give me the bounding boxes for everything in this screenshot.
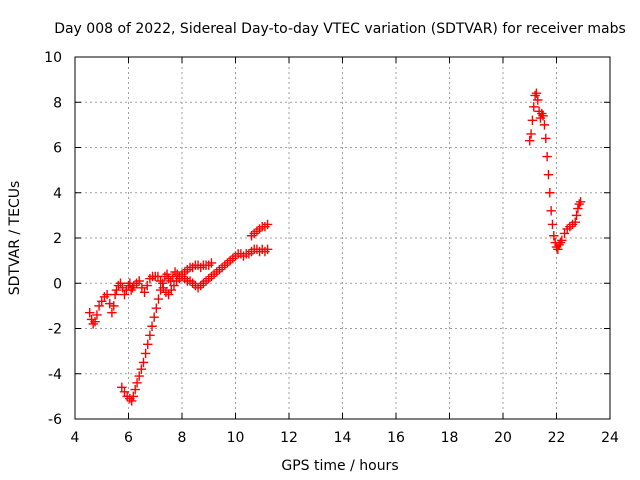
data-point [145, 330, 155, 340]
x-axis-label: GPS time / hours [281, 458, 398, 474]
x-tick-label: 8 [178, 430, 187, 446]
y-axis-label: SDTVAR / TECUs [7, 181, 23, 296]
data-point [138, 357, 149, 368]
data-point [570, 217, 580, 227]
series-segment-late-morning [246, 219, 273, 241]
x-tick-label: 14 [334, 430, 352, 446]
data-point [130, 384, 140, 395]
data-point [543, 169, 554, 180]
y-tick-label: 6 [53, 141, 62, 157]
data-point [573, 203, 583, 214]
data-point [571, 210, 582, 221]
y-tick-label: -6 [48, 412, 62, 428]
data-point [162, 269, 172, 279]
data-point [158, 278, 168, 288]
data-point [155, 285, 166, 295]
data-point [143, 339, 153, 350]
data-point [206, 258, 217, 268]
x-tick-label: 22 [548, 430, 566, 446]
data-point [531, 88, 542, 98]
data-point [149, 312, 159, 322]
data-point [526, 129, 536, 139]
data-point [128, 391, 139, 402]
y-tick-label: 4 [53, 186, 62, 202]
data-point [525, 136, 535, 146]
data-point [90, 317, 100, 327]
axis-ticks [74, 56, 611, 420]
data-point [541, 133, 551, 144]
x-tick-label: 20 [494, 430, 512, 446]
data-point [538, 111, 548, 121]
series-segment-morning [85, 244, 273, 329]
grid-lines [75, 57, 610, 419]
y-tick-label: -2 [48, 322, 62, 338]
y-axis-tick-labels: -6 -4 -2 0 2 4 6 8 10 [44, 50, 62, 428]
data-point [109, 301, 119, 311]
y-tick-label: 8 [53, 95, 62, 111]
data-point [153, 294, 164, 304]
y-tick-label: 0 [53, 276, 62, 292]
x-tick-label: 10 [227, 430, 245, 446]
data-point [132, 378, 142, 388]
data-point [107, 307, 117, 318]
data-point [539, 120, 550, 130]
x-tick-label: 6 [124, 430, 133, 446]
data-point [549, 231, 559, 241]
data-point [557, 235, 567, 245]
data-point [127, 396, 137, 406]
data-points [85, 88, 586, 406]
x-tick-label: 4 [71, 430, 80, 446]
series-segment-evening [525, 88, 586, 255]
y-tick-label: -4 [48, 367, 62, 383]
data-point [553, 244, 563, 255]
data-point [136, 364, 147, 374]
data-point [262, 244, 273, 255]
x-tick-label: 16 [387, 430, 405, 446]
data-point [262, 219, 273, 230]
data-point [92, 310, 102, 320]
data-point [110, 289, 120, 300]
data-point [533, 95, 543, 105]
data-point [529, 102, 539, 112]
data-point [134, 276, 144, 286]
chart-title: Day 008 of 2022, Sidereal Day-to-day VTE… [54, 21, 626, 37]
data-point [102, 289, 112, 300]
x-tick-label: 12 [280, 430, 298, 446]
x-tick-label: 18 [441, 430, 459, 446]
y-tick-label: 2 [53, 231, 62, 247]
data-point [119, 289, 130, 300]
data-point [134, 371, 144, 381]
x-tick-label: 24 [601, 430, 619, 446]
data-point [542, 151, 552, 162]
series-segment-rising [117, 258, 217, 406]
y-tick-label: 10 [44, 50, 62, 66]
data-point [139, 287, 150, 297]
data-point [140, 348, 151, 359]
data-point [85, 307, 95, 318]
data-point [546, 206, 556, 216]
data-point [527, 115, 538, 126]
data-point [545, 188, 555, 198]
data-point [151, 303, 162, 313]
data-point [147, 321, 157, 331]
data-point [547, 219, 558, 230]
data-point [575, 197, 586, 207]
x-axis-tick-labels: 4 6 8 10 12 14 16 18 20 22 24 [71, 430, 619, 446]
data-point [142, 280, 152, 291]
data-point [111, 285, 122, 295]
